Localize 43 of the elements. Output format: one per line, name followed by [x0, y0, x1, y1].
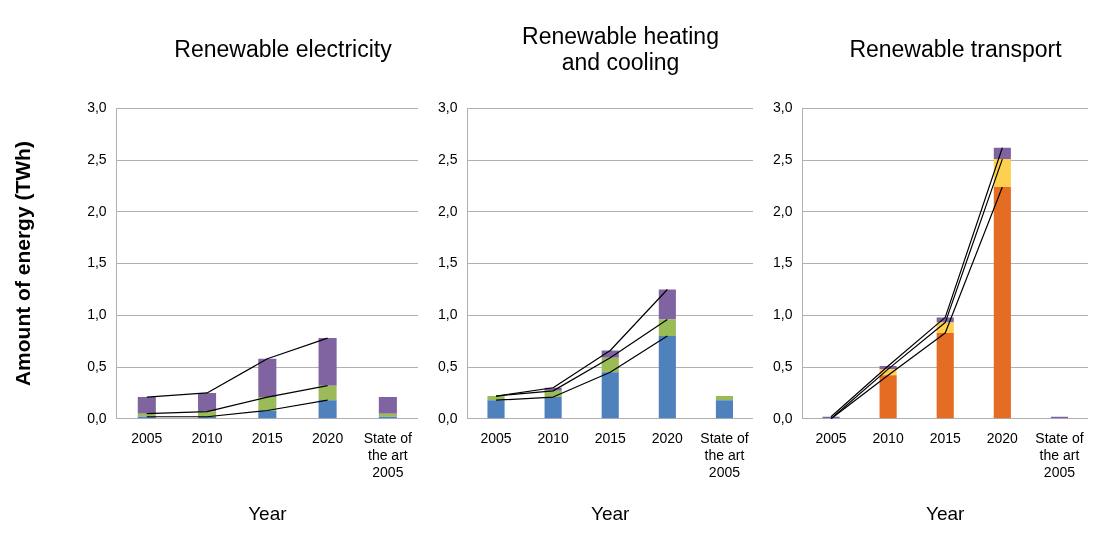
x-tick-label: 2010 [191, 430, 223, 447]
y-tick-label: 2,5 [772, 150, 793, 167]
y-tick-label: 1,0 [772, 306, 793, 323]
x-tick-label: State of the art 2005 [1035, 430, 1084, 480]
y-tick-label: 2,5 [87, 150, 107, 167]
y-tick-label: 1,0 [87, 306, 107, 323]
x-tick-label: 2010 [872, 430, 904, 447]
x-tick-label: 2010 [537, 430, 569, 447]
x-tick-label: 2005 [480, 430, 512, 447]
chart-title: Renewable heating and cooling [521, 22, 720, 76]
x-tick-label: 2020 [312, 430, 344, 447]
y-tick-label: 3,0 [87, 99, 107, 116]
y-tick-label: 1,5 [437, 254, 458, 271]
y-tick-label: 0,0 [437, 409, 458, 426]
y-tick-label: 0,5 [437, 357, 458, 374]
x-tick-label: 2005 [815, 430, 847, 447]
y-tick-label: 0,0 [87, 409, 107, 426]
x-tick-label: 2020 [651, 430, 684, 447]
y-tick-label: 1,5 [87, 254, 107, 271]
y-tick-label: 0,0 [772, 409, 793, 426]
y-tick-label: 3,0 [437, 99, 458, 116]
y-tick-label: 3,0 [772, 99, 793, 116]
x-tick-label: 2015 [929, 430, 962, 447]
y-tick-label: 0,5 [772, 357, 793, 374]
y-tick-label: 2,0 [772, 202, 793, 219]
chart-title: Renewable electricity [173, 35, 393, 63]
y-tick-label: 0,5 [87, 357, 107, 374]
x-axis-title: Year [926, 502, 966, 524]
y-tick-label: 2,5 [437, 150, 458, 167]
x-axis-title: Year [248, 502, 288, 524]
y-tick-label: 1,0 [437, 306, 458, 323]
x-tick-label: State of the art 2005 [363, 430, 413, 480]
x-tick-label: 2015 [594, 430, 627, 447]
chart-title: Renewable transport [848, 35, 1063, 63]
y-axis-title: Amount of energy (TWh) [11, 141, 35, 387]
y-tick-label: 2,0 [437, 202, 458, 219]
y-tick-label: 2,0 [87, 202, 107, 219]
x-tick-label: 2005 [131, 430, 163, 447]
x-tick-label: State of the art 2005 [700, 430, 749, 480]
x-axis-title: Year [591, 502, 631, 524]
x-tick-label: 2015 [251, 430, 284, 447]
x-tick-label: 2020 [986, 430, 1019, 447]
y-tick-label: 1,5 [772, 254, 793, 271]
